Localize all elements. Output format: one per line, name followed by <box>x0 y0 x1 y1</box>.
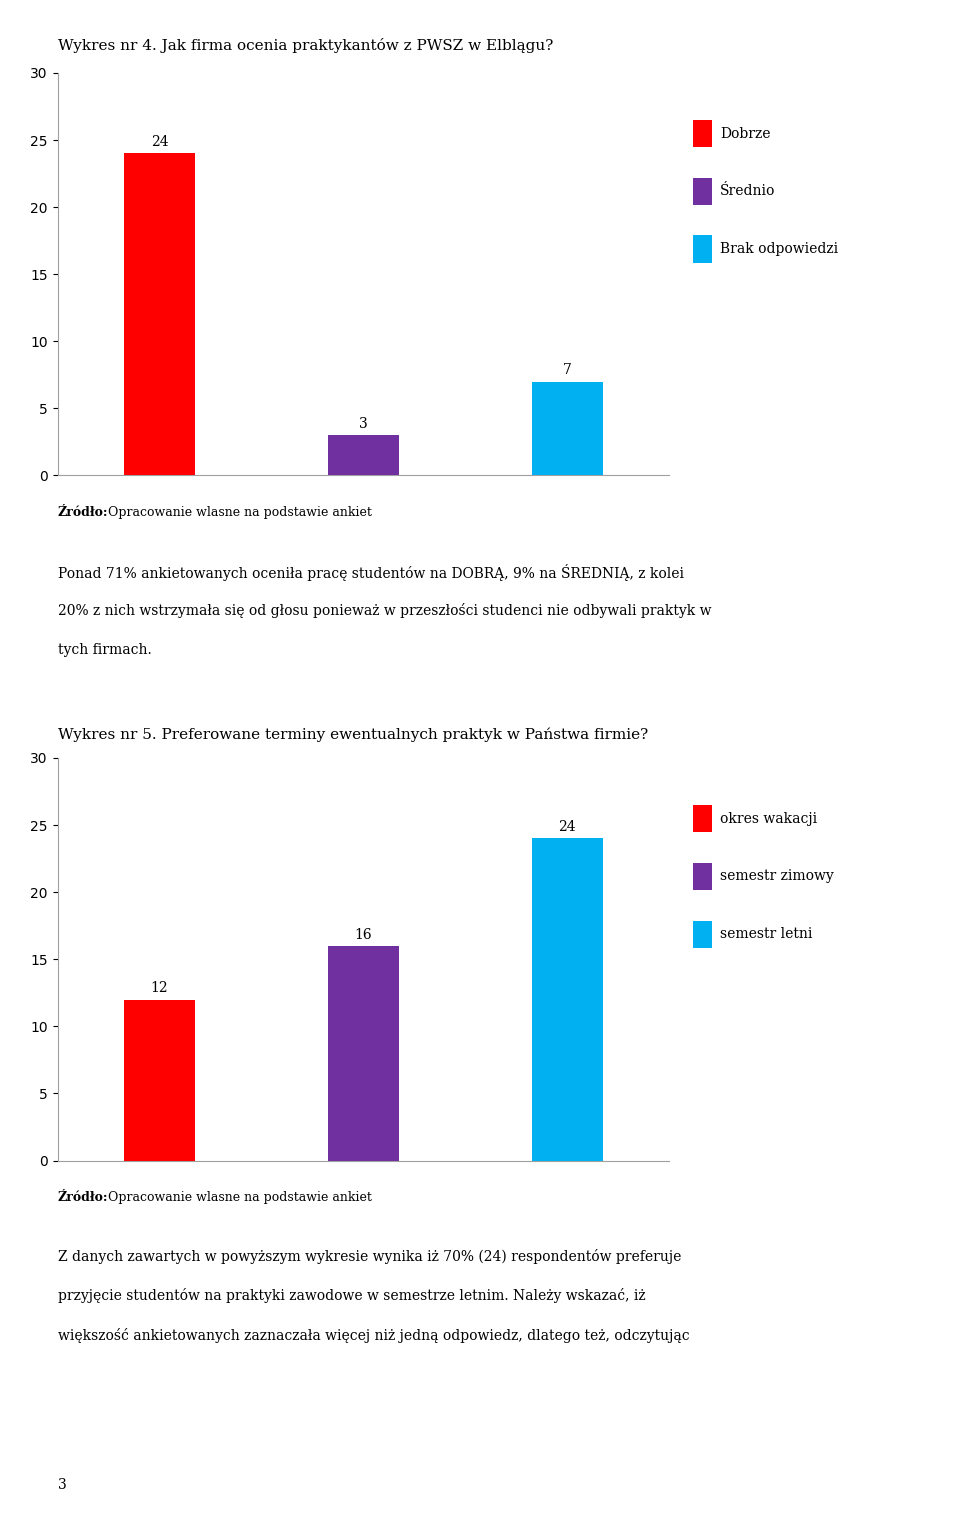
Text: okres wakacji: okres wakacji <box>720 811 817 826</box>
Text: Z danych zawartych w powyższym wykresie wynika iż 70% (24) respondentów preferuj: Z danych zawartych w powyższym wykresie … <box>58 1249 681 1264</box>
Text: 3: 3 <box>58 1478 66 1492</box>
Bar <box>327 946 399 1161</box>
Text: Opracowanie wlasne na podstawie ankiet: Opracowanie wlasne na podstawie ankiet <box>108 1191 372 1205</box>
Text: Średnio: Średnio <box>720 184 776 199</box>
Text: 12: 12 <box>151 981 168 995</box>
Bar <box>124 153 195 475</box>
Text: semestr letni: semestr letni <box>720 927 812 942</box>
Text: 20% z nich wstrzymała się od głosu ponieważ w przeszłości studenci nie odbywali : 20% z nich wstrzymała się od głosu ponie… <box>58 603 711 618</box>
Bar <box>327 436 399 475</box>
Text: 24: 24 <box>559 820 576 834</box>
Bar <box>532 838 603 1161</box>
Text: Opracowanie wlasne na podstawie ankiet: Opracowanie wlasne na podstawie ankiet <box>108 506 372 519</box>
Text: przyjęcie studentów na praktyki zawodowe w semestrze letnim. Należy wskazać, iż: przyjęcie studentów na praktyki zawodowe… <box>58 1288 645 1303</box>
Text: 16: 16 <box>354 928 372 942</box>
Text: większość ankietowanych zaznaczała więcej niż jedną odpowiedz, dlatego też, odcz: większość ankietowanych zaznaczała więce… <box>58 1328 689 1343</box>
Text: 24: 24 <box>151 135 168 149</box>
Bar <box>532 381 603 475</box>
Text: tych firmach.: tych firmach. <box>58 643 152 656</box>
Text: 3: 3 <box>359 418 368 431</box>
Text: Brak odpowiedzi: Brak odpowiedzi <box>720 242 838 257</box>
Text: semestr zimowy: semestr zimowy <box>720 869 833 884</box>
Bar <box>124 1000 195 1161</box>
Text: Źródło:: Źródło: <box>58 506 108 519</box>
Text: Ponad 71% ankietowanych oceniła pracę studentów na DOBRĄ, 9% na ŚREDNIĄ, z kolei: Ponad 71% ankietowanych oceniła pracę st… <box>58 564 684 580</box>
Text: 7: 7 <box>563 363 571 378</box>
Text: Wykres nr 5. Preferowane terminy ewentualnych praktyk w Państwa firmie?: Wykres nr 5. Preferowane terminy ewentua… <box>58 728 648 743</box>
Text: Źródło:: Źródło: <box>58 1191 108 1205</box>
Text: Wykres nr 4. Jak firma ocenia praktykantów z PWSZ w Elblągu?: Wykres nr 4. Jak firma ocenia praktykant… <box>58 38 553 53</box>
Text: Dobrze: Dobrze <box>720 126 771 141</box>
